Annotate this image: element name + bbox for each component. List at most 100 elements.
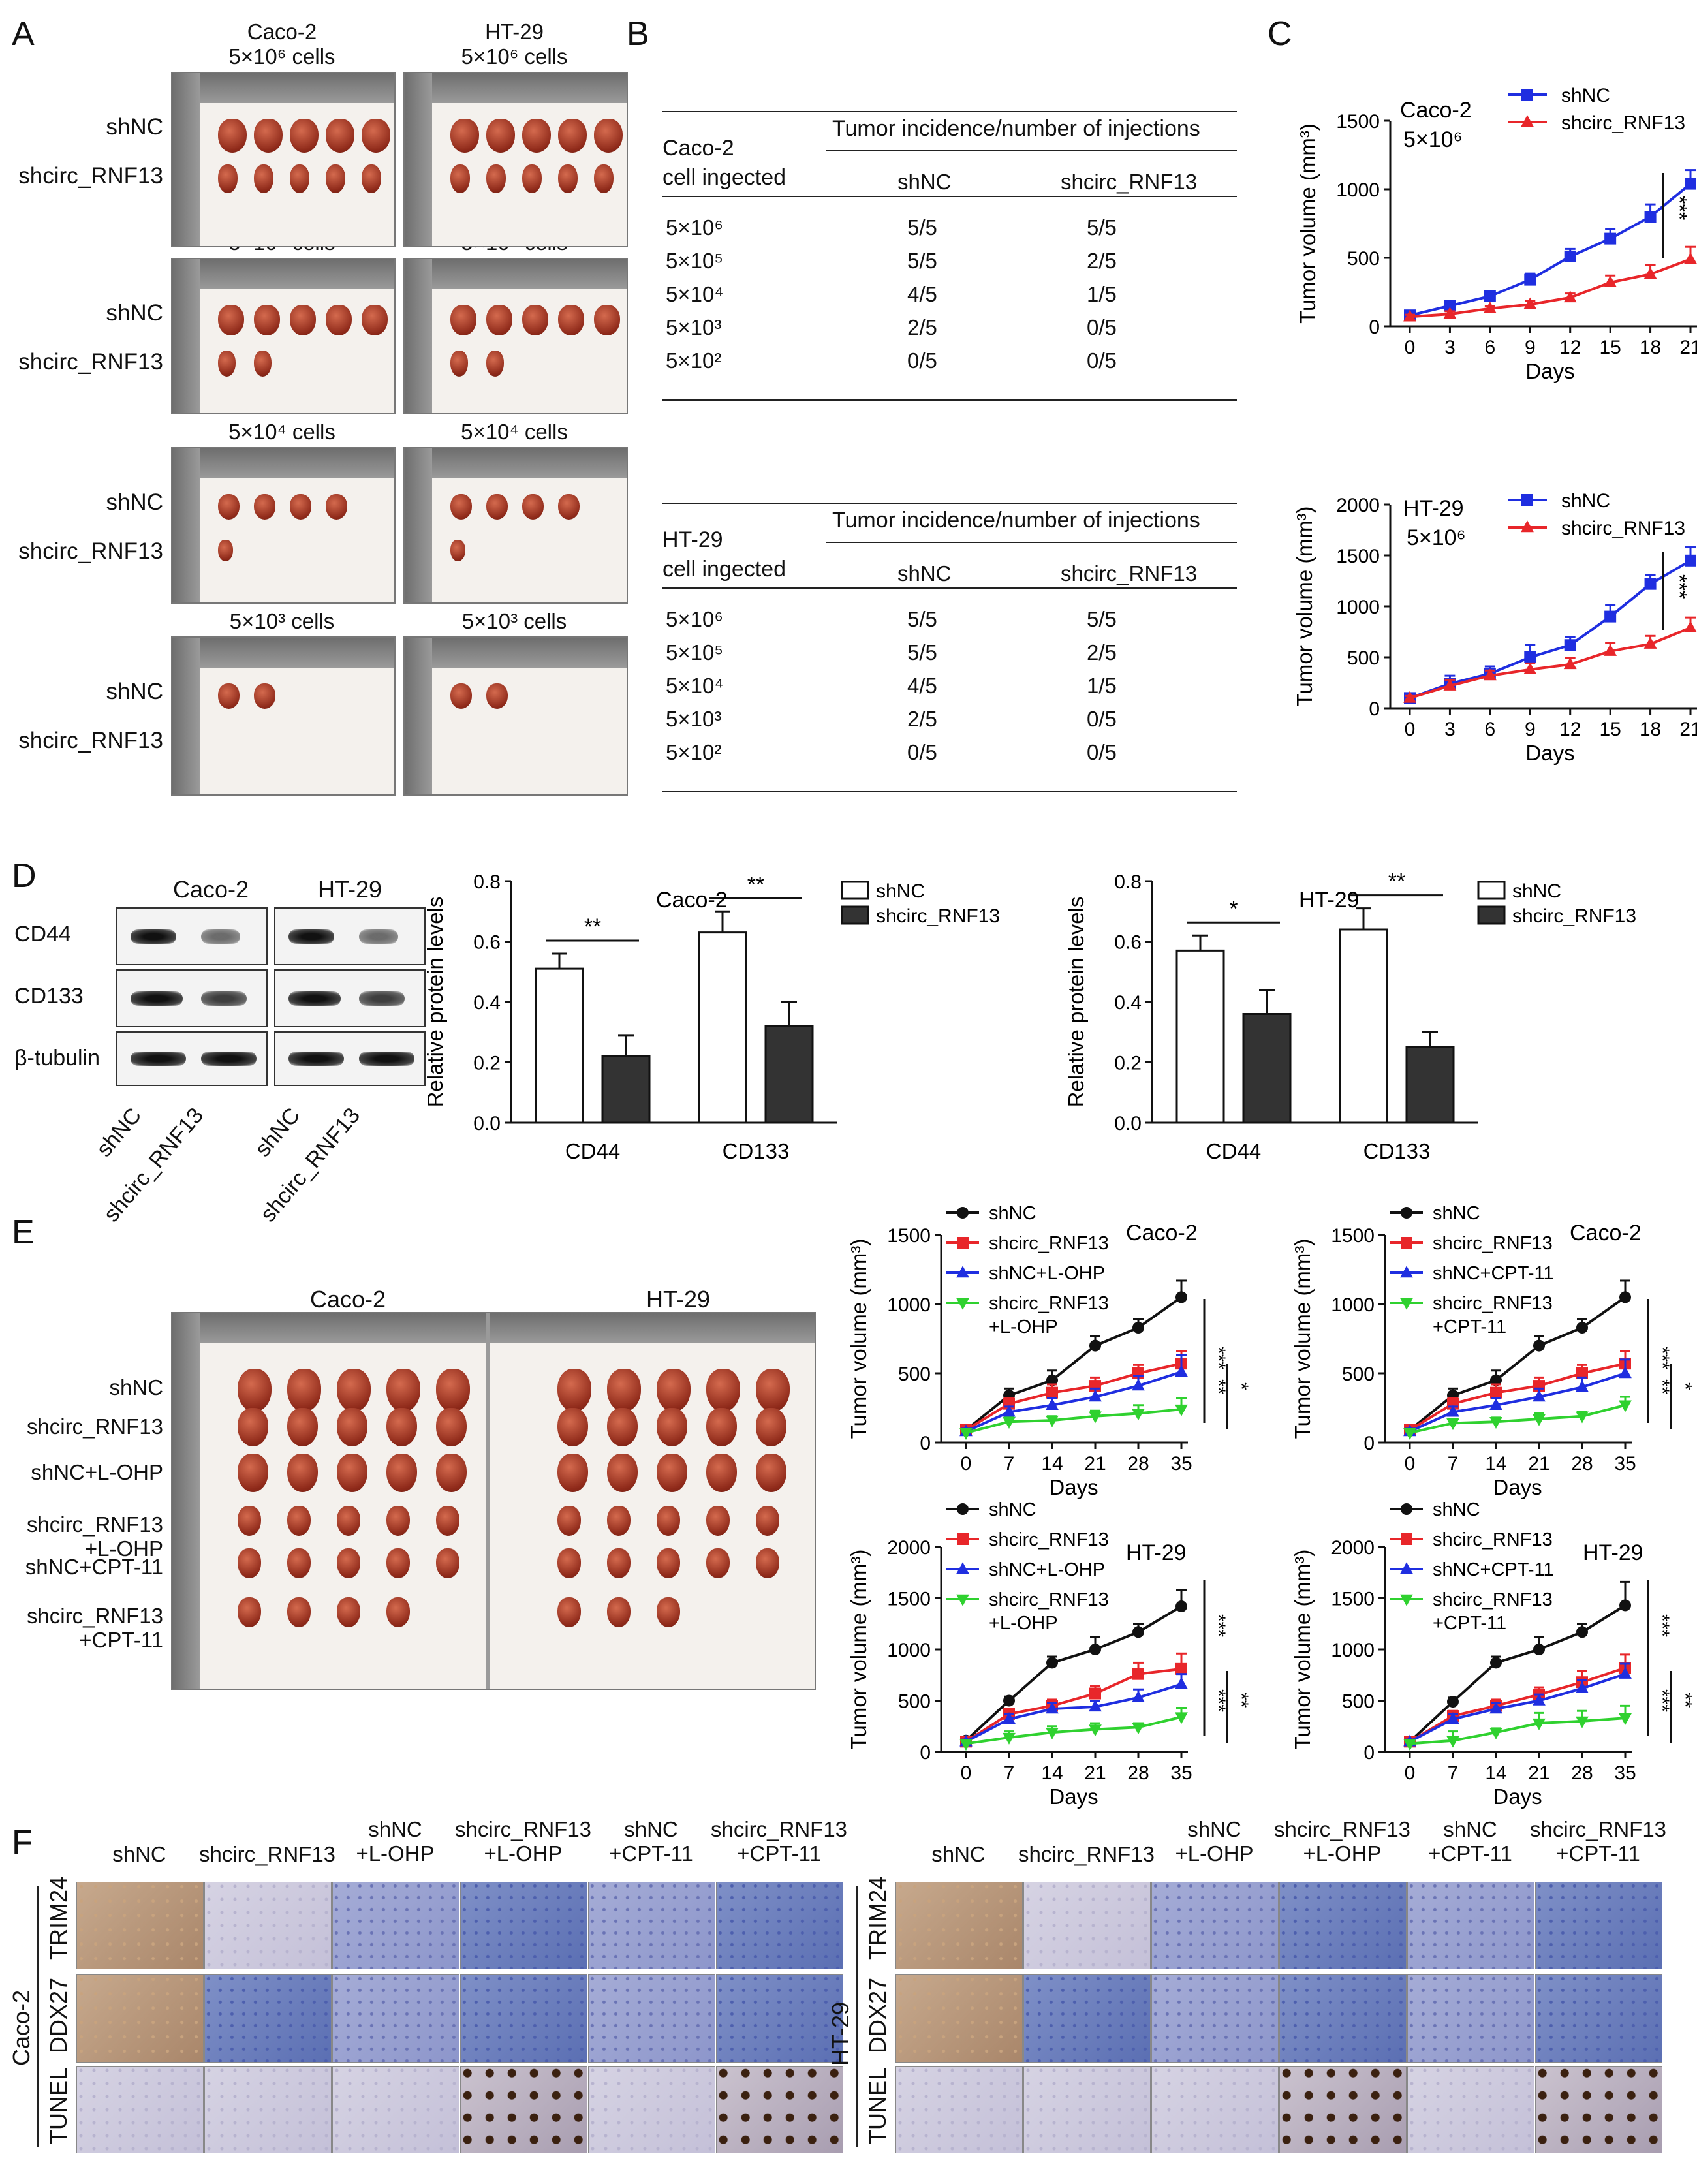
significance-label: ***: [1668, 196, 1691, 220]
legend-label: shNC+L-OHP: [989, 1263, 1105, 1284]
tumor: [337, 1408, 367, 1447]
y-axis-title: Tumor volume (mm³): [847, 1239, 871, 1439]
table-row-label: 5×10²: [666, 349, 722, 373]
x-tick-label: 35: [1170, 1453, 1192, 1474]
series-line: [1409, 559, 1692, 700]
ihc-image: [332, 1882, 459, 1969]
data-point: [1521, 115, 1534, 127]
x-tick-label: 3: [1444, 719, 1456, 740]
data-point: [1490, 1657, 1502, 1669]
y-tick-label: 0.6: [1114, 932, 1142, 954]
y-tick-label: 0.2: [1114, 1053, 1142, 1074]
ruler-horizontal: [172, 73, 394, 103]
legend-label: shNC: [989, 1203, 1036, 1224]
y-tick-label: 500: [1347, 248, 1380, 270]
chart-title: Caco-2: [1400, 98, 1472, 123]
block-header: 5×10⁴ cells: [228, 420, 335, 444]
tumor: [558, 305, 584, 335]
data-point: [1175, 1677, 1188, 1689]
ruler-vertical: [172, 1313, 200, 1689]
data-point: [1489, 1417, 1502, 1429]
tumor: [254, 119, 283, 153]
x-tick-label: 35: [1170, 1762, 1192, 1784]
tumor: [436, 1506, 460, 1537]
data-point: [1523, 662, 1537, 674]
data-point: [1446, 1418, 1459, 1431]
data-point: [1401, 1207, 1412, 1219]
tumor: [218, 119, 247, 153]
line-chart-C2: 0 500 1000 1500 2000 0 3 6 9 12 15 18 21 Days Tumor vo…: [1292, 490, 1697, 765]
y-tick-label: 1000: [1331, 1640, 1375, 1661]
x-tick-label: 28: [1127, 1453, 1149, 1474]
data-point: [1564, 639, 1576, 651]
bar: [535, 967, 584, 1124]
ihc-image: [895, 1974, 1023, 2063]
y-axis-title: Relative protein levels: [1064, 897, 1088, 1108]
tumor: [607, 1506, 631, 1537]
y-tick-label: 500: [898, 1364, 931, 1385]
tumor: [254, 305, 280, 335]
significance-label: **: [1230, 1693, 1252, 1708]
ruler-vertical: [405, 638, 432, 794]
ihc-row-label: TUNEL: [45, 2067, 72, 2144]
x-tick-label: 18: [1640, 719, 1661, 740]
legend-label: +L-OHP: [989, 1613, 1058, 1634]
x-tick-label: 15: [1599, 337, 1621, 358]
data-point: [1175, 1662, 1187, 1675]
tumor: [238, 1369, 272, 1412]
tumor: [290, 119, 319, 153]
data-point: [1576, 1681, 1589, 1693]
table-cell: 4/5: [907, 674, 937, 698]
tumor-photo: [171, 72, 396, 247]
data-point: [1401, 1533, 1412, 1545]
tumor: [450, 540, 465, 561]
ihc-cell-line: HT-29: [827, 2001, 854, 2066]
data-point: [1484, 290, 1496, 302]
ihc-image: [76, 1974, 204, 2063]
ruler-vertical: [172, 448, 200, 602]
ihc-col-header: shNC +CPT-11: [609, 1817, 693, 1865]
row-label-shnc: shNC: [106, 490, 163, 515]
photo-row-label: shcirc_RNF13 +CPT-11: [26, 1604, 163, 1652]
tumor: [386, 1506, 411, 1537]
table-cell-line: HT-29 cell ingected: [662, 527, 786, 582]
table-rule: [662, 503, 1237, 504]
x-tick-label: 7: [1448, 1762, 1459, 1784]
ihc-row-label: TRIM24: [45, 1876, 72, 1960]
blot-band: [288, 1052, 344, 1066]
significance-label: **: [1674, 1693, 1696, 1708]
blot-box: [116, 1031, 268, 1086]
y-tick-label: 1500: [1336, 546, 1380, 567]
y-tick-label: 500: [1347, 647, 1380, 669]
legend-label: shNC: [1433, 1499, 1480, 1520]
table-cell: 5/5: [907, 607, 937, 631]
ihc-image: [76, 2066, 204, 2153]
x-tick-label: 0: [961, 1453, 972, 1474]
series-line: [1409, 626, 1691, 700]
y-tick-label: 1500: [1331, 1225, 1375, 1247]
x-tick-label: 9: [1525, 719, 1536, 740]
table-cell: 1/5: [1087, 282, 1117, 306]
tumor: [450, 305, 476, 335]
data-point: [1490, 1386, 1502, 1399]
y-tick-label: 2000: [1331, 1537, 1375, 1559]
x-tick-label: 0: [1405, 719, 1416, 740]
data-point: [1685, 178, 1696, 190]
data-point: [1533, 1339, 1545, 1352]
data-point: [1643, 267, 1657, 279]
data-point: [1089, 1411, 1102, 1424]
tumor: [436, 1548, 460, 1579]
x-tick-label: 6: [1485, 337, 1496, 358]
series-line: [1409, 183, 1692, 317]
tumor: [254, 494, 275, 520]
data-point: [1446, 1711, 1459, 1724]
y-tick-label: 500: [1342, 1364, 1375, 1385]
row-label-shcirc: shcirc_RNF13: [18, 728, 163, 753]
blot-band: [288, 929, 334, 944]
ihc-col-header: shNC +CPT-11: [1428, 1817, 1512, 1865]
photo-col-header: Caco-2: [310, 1286, 386, 1313]
data-point: [1175, 1404, 1188, 1416]
bar: [1175, 949, 1225, 1124]
data-point: [1132, 1690, 1145, 1702]
tumor: [756, 1408, 786, 1447]
